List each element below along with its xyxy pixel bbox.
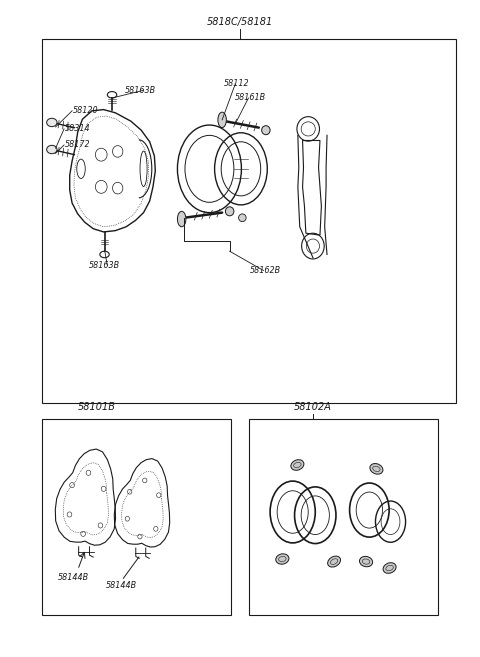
Ellipse shape	[276, 554, 289, 564]
Text: 58144B: 58144B	[58, 573, 89, 582]
Text: 58120: 58120	[73, 106, 98, 116]
Text: 58112: 58112	[224, 79, 249, 88]
Text: 58163B: 58163B	[88, 261, 120, 270]
Text: 58161B: 58161B	[234, 93, 265, 102]
Ellipse shape	[360, 556, 372, 567]
Text: 58144B: 58144B	[106, 581, 137, 590]
Ellipse shape	[383, 562, 396, 574]
Bar	[250, 419, 438, 615]
Ellipse shape	[239, 214, 246, 221]
Ellipse shape	[328, 556, 340, 567]
Text: 58102A: 58102A	[294, 402, 332, 412]
Text: 58172: 58172	[65, 141, 91, 150]
Ellipse shape	[226, 207, 234, 216]
Bar	[42, 419, 230, 615]
Ellipse shape	[291, 460, 304, 470]
Ellipse shape	[218, 112, 227, 127]
Ellipse shape	[47, 118, 57, 127]
Bar	[42, 39, 456, 403]
Text: 58163B: 58163B	[125, 86, 156, 95]
Text: 58101B: 58101B	[78, 402, 116, 412]
Ellipse shape	[262, 125, 270, 135]
Text: 58314: 58314	[65, 124, 91, 133]
Ellipse shape	[370, 464, 383, 474]
Text: 58162B: 58162B	[250, 266, 280, 275]
Text: 5818C/58181: 5818C/58181	[207, 17, 273, 27]
Ellipse shape	[178, 212, 186, 227]
Ellipse shape	[47, 145, 57, 154]
